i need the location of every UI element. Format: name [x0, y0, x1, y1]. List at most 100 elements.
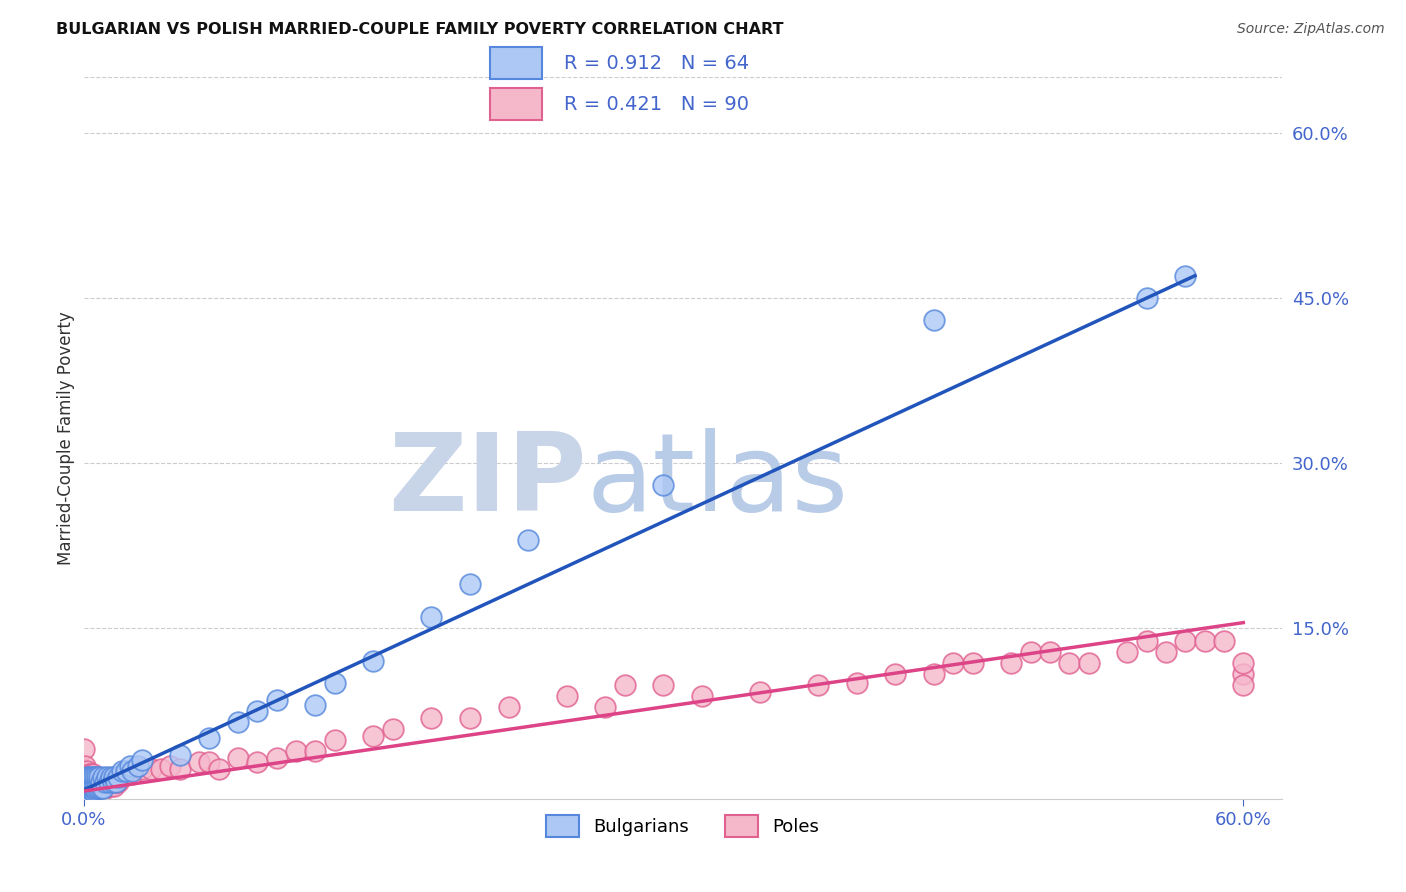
Point [79, 780, 101, 795]
Point [97, 779, 120, 793]
Point [96, 779, 118, 793]
Point [79, 766, 101, 780]
Point [304, 698, 326, 713]
Point [80, 766, 103, 780]
Point [420, 610, 443, 624]
Point [75, 786, 97, 800]
Point [100, 779, 122, 793]
Point [149, 762, 172, 776]
Point [1213, 634, 1236, 648]
Point [121, 764, 143, 779]
Point [1154, 645, 1177, 659]
Text: atlas: atlas [586, 428, 849, 534]
Point [226, 751, 249, 765]
Point [90, 783, 112, 797]
Point [86, 775, 108, 789]
Point [79, 775, 101, 789]
Point [72, 786, 94, 800]
Point [420, 711, 443, 725]
Point [121, 766, 143, 780]
Point [807, 678, 830, 692]
FancyBboxPatch shape [489, 47, 541, 79]
Point [82, 783, 104, 797]
Point [82, 766, 104, 780]
Point [72, 764, 94, 779]
Point [75, 780, 97, 795]
Point [922, 667, 945, 681]
Point [86, 773, 108, 788]
Point [103, 779, 125, 793]
Point [79, 770, 101, 784]
Point [80, 780, 103, 795]
Text: R = 0.912   N = 64: R = 0.912 N = 64 [564, 54, 749, 73]
Point [111, 764, 134, 779]
Point [1039, 645, 1062, 659]
Point [82, 773, 104, 788]
Point [1174, 268, 1197, 283]
Point [922, 312, 945, 326]
Point [246, 756, 269, 770]
Point [75, 759, 97, 773]
Point [86, 770, 108, 784]
Point [75, 775, 97, 789]
Point [75, 784, 97, 798]
Point [87, 775, 110, 789]
Point [76, 775, 98, 789]
Point [690, 690, 713, 704]
Point [91, 783, 114, 797]
Point [226, 714, 249, 729]
Point [613, 678, 636, 692]
Point [86, 780, 108, 795]
Point [169, 747, 191, 762]
Point [652, 678, 675, 692]
Point [131, 753, 153, 767]
Point [1136, 291, 1159, 305]
Point [141, 762, 163, 776]
Point [75, 779, 97, 793]
Point [942, 657, 965, 671]
Point [82, 770, 104, 784]
FancyBboxPatch shape [489, 88, 541, 120]
Point [652, 478, 675, 492]
Point [101, 775, 124, 789]
Point [87, 783, 110, 797]
Point [458, 711, 481, 725]
Point [363, 729, 385, 743]
Point [91, 773, 114, 788]
Point [97, 775, 120, 789]
Point [1077, 657, 1099, 671]
Point [82, 775, 104, 789]
Point [498, 700, 520, 714]
Text: BULGARIAN VS POLISH MARRIED-COUPLE FAMILY POVERTY CORRELATION CHART: BULGARIAN VS POLISH MARRIED-COUPLE FAMIL… [56, 22, 783, 37]
Point [1174, 634, 1197, 648]
Point [91, 780, 114, 795]
Point [458, 577, 481, 591]
Point [595, 700, 617, 714]
Point [84, 770, 107, 784]
Text: R = 0.421   N = 90: R = 0.421 N = 90 [564, 95, 749, 114]
Point [80, 770, 103, 784]
Point [80, 783, 103, 797]
Point [80, 773, 103, 788]
Point [76, 786, 98, 800]
Point [1000, 657, 1022, 671]
Point [80, 779, 103, 793]
Point [90, 779, 112, 793]
Point [76, 780, 98, 795]
Point [323, 733, 346, 747]
Point [90, 775, 112, 789]
Point [105, 775, 128, 789]
Point [285, 744, 308, 758]
Point [101, 775, 124, 789]
Point [517, 533, 540, 547]
Point [90, 780, 112, 795]
Point [76, 779, 98, 793]
Point [198, 731, 221, 746]
Point [962, 657, 984, 671]
Point [105, 775, 128, 789]
Point [1232, 678, 1254, 692]
Point [84, 779, 107, 793]
Point [131, 762, 153, 776]
Point [169, 762, 191, 776]
Point [79, 779, 101, 793]
